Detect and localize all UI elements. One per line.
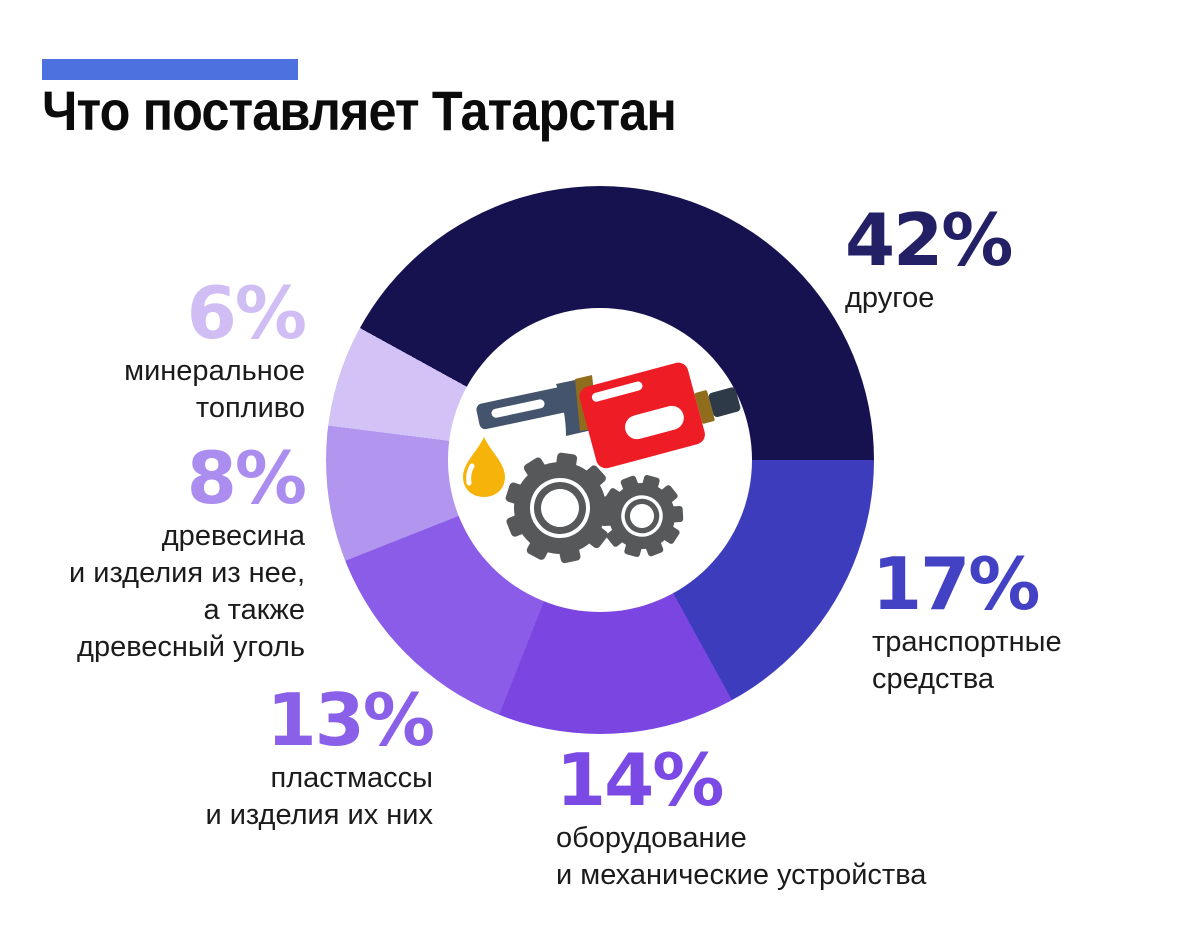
callout-label: пластмассы [270,762,433,794]
percent-value: 17% [872,542,1040,626]
callout-label: топливо [195,392,305,424]
callout-label: оборудование [556,822,747,854]
percent-value: 6% [186,271,307,355]
can-spout [708,387,741,417]
callout-label: и изделия из нее, [69,557,305,589]
callout-equipment: 14% оборудование и механические устройст… [556,742,926,894]
callout-mineral-fuel: 6% минеральное топливо [124,271,307,427]
percent-value: 14% [556,738,724,822]
callout-label: транспортные [872,626,1062,658]
callout-transport: 17% транспортные средства [872,546,1062,698]
percent-value: 13% [266,678,435,762]
oil-drop-icon [463,437,505,497]
callout-label: древесина [161,520,305,552]
callout-label: и изделия их них [205,799,433,831]
percent-value: 8% [186,436,307,520]
gear-icon-large [505,452,616,564]
callout-label: другое [845,282,935,314]
callout-label: древесный уголь [77,631,305,663]
fuel-machinery-illustration [463,362,741,564]
callout-other: 42% другое [845,198,1013,317]
percent-value: 42% [845,198,1013,282]
callout-label: средства [872,663,995,695]
callout-label: и механические устройства [556,859,927,891]
callout-label: а также [203,594,306,626]
jerry-can-icon [579,362,741,469]
callout-wood: 8% древесина и изделия из нее, а также д… [69,436,307,666]
accent-bar [42,59,298,80]
page-title: Что поставляет Татарстан [42,79,677,142]
can-handle-hole [625,405,684,440]
fuel-nozzle-icon [476,375,598,436]
callout-label: минеральное [124,355,305,387]
gear-icon-small [600,475,684,557]
callout-plastics: 13% пластмассы и изделия их них [205,678,435,834]
